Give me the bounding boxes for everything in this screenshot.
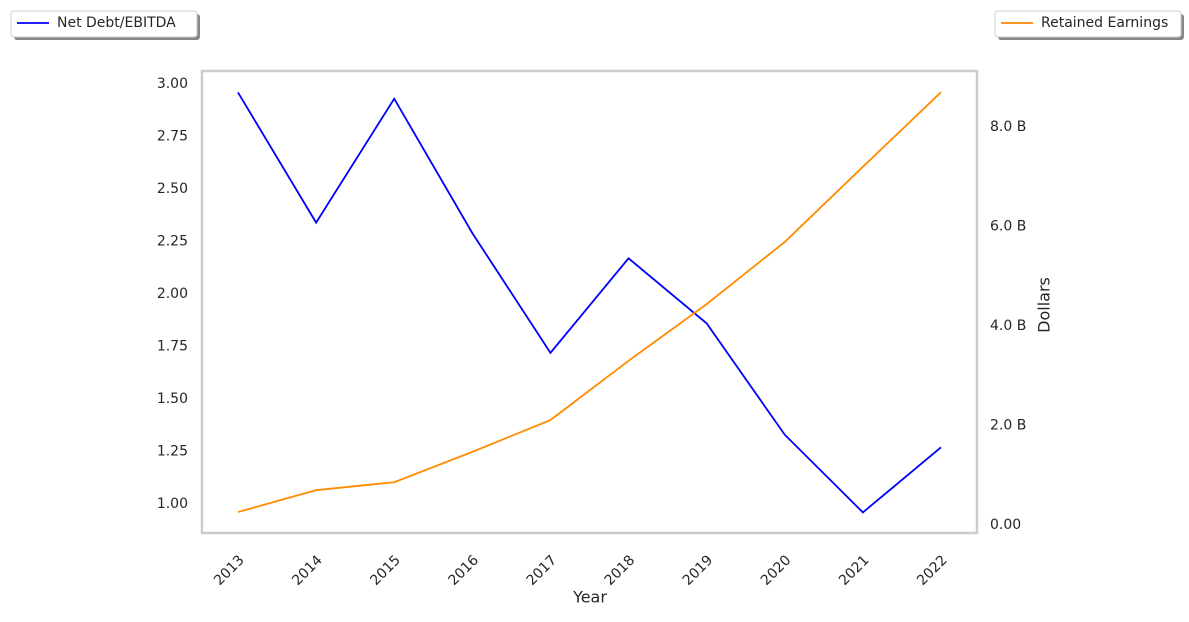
legend: Retained Earnings xyxy=(994,10,1184,40)
x-tick-label: 2018 xyxy=(602,552,639,589)
x-tick-label: 2019 xyxy=(680,552,717,589)
x-tick-label: 2015 xyxy=(367,552,404,589)
y2-tick-label: 8.0 B xyxy=(990,119,1026,135)
y-tick-label: 3.00 xyxy=(157,76,188,92)
legend: Net Debt/EBITDA xyxy=(10,10,200,40)
y-tick-label: 1.25 xyxy=(157,444,188,460)
legend-label: Net Debt/EBITDA xyxy=(57,15,176,31)
y2-tick-label: 6.0 B xyxy=(990,219,1026,235)
x-tick-label: 2021 xyxy=(836,552,873,589)
y-tick-label: 1.00 xyxy=(157,496,188,512)
plot-frame xyxy=(200,69,979,535)
y-tick-label: 1.50 xyxy=(157,391,188,407)
x-tick-label: 2016 xyxy=(445,552,482,589)
x-tick-label: 2017 xyxy=(524,552,561,589)
series-line xyxy=(237,91,942,513)
x-tick-label: 2014 xyxy=(289,552,326,589)
y2-tick-label: 4.0 B xyxy=(990,318,1026,334)
y-tick-label: 2.00 xyxy=(157,286,188,302)
y2-tick-label: 2.0 B xyxy=(990,417,1026,433)
y-tick-label: 2.75 xyxy=(157,129,188,145)
y2-axis-label: Dollars xyxy=(1035,277,1054,333)
legend-box xyxy=(994,10,1182,38)
x-tick-label: 2013 xyxy=(211,552,248,589)
x-tick-label: 2020 xyxy=(758,552,795,589)
y-tick-label: 2.50 xyxy=(157,181,188,197)
x-axis-label: Year xyxy=(572,588,607,607)
y-tick-label: 2.25 xyxy=(157,234,188,250)
y-tick-label: 1.75 xyxy=(157,339,188,355)
x-tick-label: 2022 xyxy=(914,552,951,589)
y2-tick-label: 0.00 xyxy=(990,517,1021,533)
legend-label: Retained Earnings xyxy=(1041,15,1168,31)
series-line xyxy=(237,91,942,514)
legend-box xyxy=(10,10,198,38)
